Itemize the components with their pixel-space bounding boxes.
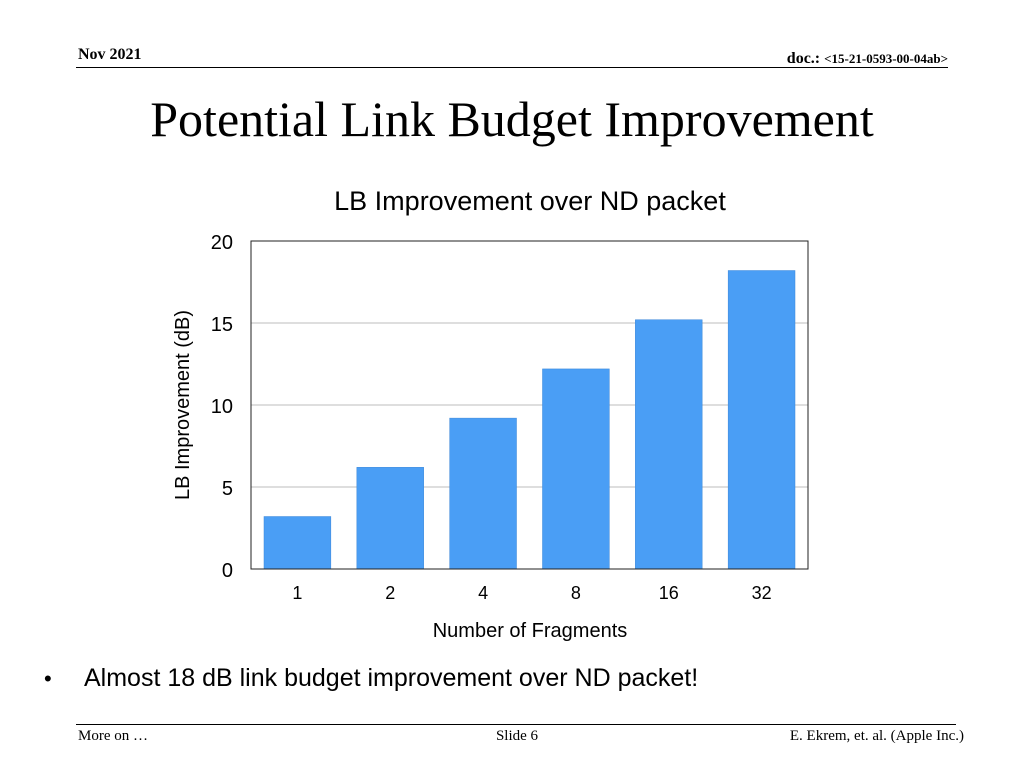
bar-32 — [727, 270, 796, 570]
footer-author: E. Ekrem, et. al. (Apple Inc.) — [789, 728, 964, 744]
bar-8 — [542, 368, 610, 570]
y-tick-label: 15 — [211, 314, 233, 336]
doc-prefix: doc.: — [786, 50, 825, 67]
chart-title: LB Improvement over ND packet — [334, 186, 726, 216]
x-tick-label: 1 — [292, 583, 302, 603]
bar-2 — [356, 467, 424, 570]
x-tick-label: 32 — [752, 583, 772, 603]
footer-divider — [76, 724, 956, 725]
footer-slide-number: Slide 6 — [495, 728, 539, 744]
y-tick-label: 20 — [211, 232, 233, 254]
y-tick-label: 5 — [222, 478, 233, 500]
header-date: Nov 2021 — [78, 46, 142, 63]
y-axis-label: LB Improvement (dB) — [172, 310, 194, 500]
y-tick-labels: 0 5 10 15 20 — [211, 232, 233, 582]
y-tick-label: 10 — [211, 396, 233, 418]
bar-1 — [263, 516, 332, 570]
bullet-point: • Almost 18 dB link budget improvement o… — [44, 664, 698, 693]
slide-title: Potential Link Budget Improvement — [150, 91, 874, 147]
x-tick-labels: 1 2 4 8 16 32 — [292, 583, 771, 603]
x-tick-label: 2 — [385, 583, 395, 603]
x-axis-label: Number of Fragments — [433, 620, 628, 642]
plot-frame — [250, 240, 809, 570]
header-divider — [76, 67, 948, 68]
x-tick-label: 4 — [478, 583, 488, 603]
footer-left: More on … — [78, 728, 148, 744]
bar-4 — [449, 417, 517, 570]
doc-number: <15-21-0593-00-04ab> — [824, 51, 948, 66]
y-tick-label: 0 — [222, 560, 233, 582]
bar-16 — [635, 319, 703, 570]
bullet-icon: • — [44, 665, 52, 691]
bullet-text: Almost 18 dB link budget improvement ove… — [84, 664, 699, 692]
chart-bars — [263, 270, 796, 570]
x-tick-label: 16 — [659, 583, 679, 603]
x-tick-label: 8 — [571, 583, 581, 603]
header-doc-id: doc.: <15-21-0593-00-04ab> — [787, 50, 948, 68]
chart-grid — [251, 322, 808, 488]
